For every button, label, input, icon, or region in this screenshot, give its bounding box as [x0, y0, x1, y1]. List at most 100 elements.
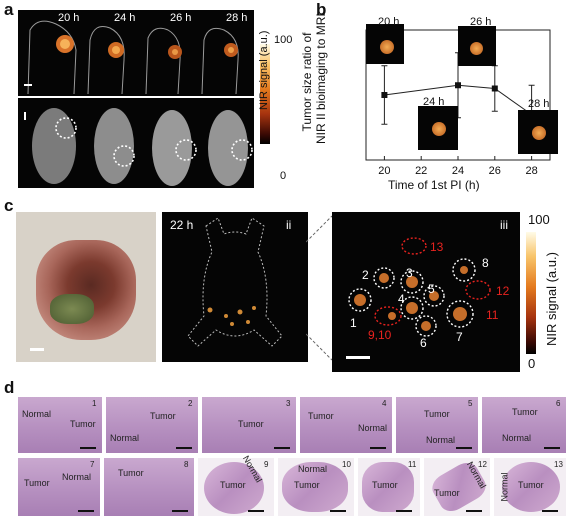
inset-image	[418, 106, 458, 150]
inset-label: 28 h	[528, 98, 550, 110]
subpanel-iii-label: iii	[500, 218, 508, 232]
tissue-section	[362, 462, 414, 512]
section-number: 7	[90, 460, 95, 469]
inset-tumor-signal	[380, 40, 394, 54]
timepoint-label: 28 h	[226, 12, 248, 24]
timepoint-label: 20 h	[58, 12, 80, 24]
scale-bar	[544, 447, 560, 449]
histology-image: Tumor 11	[358, 458, 420, 516]
inset-label: 26 h	[470, 16, 492, 28]
ylabel-line2: NIR II bioimaging to MRI	[314, 13, 328, 144]
mouse-outline-ii	[187, 217, 283, 347]
histology-label: Tumor	[70, 419, 96, 429]
scale-bar	[248, 510, 264, 512]
panel-a-nir-row: 20 h 24 h 26 h 28 h	[18, 10, 254, 96]
histology-label: Tumor	[118, 468, 144, 478]
time-label: 22 h	[170, 218, 194, 232]
histology-image: Tumor Normal 5	[396, 397, 478, 453]
inset-image	[366, 24, 404, 64]
tumor-number: 6	[420, 336, 427, 350]
section-number: 4	[382, 399, 387, 408]
tumor-number-red: 12	[496, 284, 510, 298]
inset-tumor-signal	[432, 122, 446, 136]
histology-image: Tumor Normal 10	[278, 458, 354, 516]
histology-label: Tumor	[372, 480, 398, 490]
histology-label: Tumor	[24, 478, 50, 488]
x-tick-label: 22	[415, 165, 427, 177]
histology-label: Tumor	[518, 480, 544, 490]
histology-image: Tumor Normal 12	[424, 458, 491, 516]
scale-bar	[466, 510, 482, 512]
tissue-section	[502, 462, 560, 512]
colorbar-label: NIR signal (a.u.)	[544, 252, 559, 346]
histology-image: Tumor Normal 6	[482, 397, 566, 453]
mri-images	[32, 108, 253, 186]
x-tick-label: 20	[378, 165, 390, 177]
zoom-connector-lines	[306, 215, 333, 361]
panel-b-letter: b	[316, 0, 327, 19]
tumor-number: 5	[428, 282, 435, 296]
tumor-number: 1	[350, 316, 357, 330]
inset-tumor-signal	[470, 42, 483, 55]
scale-bar	[274, 447, 290, 449]
histology-label: Tumor	[294, 480, 320, 490]
histology-image: Tumor Normal 9	[198, 454, 274, 516]
ylabel-line1: Tumor size ratio of	[300, 32, 314, 132]
panel-b-ylabel: Tumor size ratio of NIR II bioimaging to…	[300, 13, 328, 144]
histology-image: Tumor Normal 13	[494, 458, 566, 516]
section-number: 11	[408, 460, 417, 469]
tumor-signals	[56, 35, 238, 59]
x-tick-label: 26	[489, 165, 501, 177]
inset-image	[518, 110, 558, 154]
panel-a-mri-row	[18, 98, 254, 188]
histology-label: Normal	[298, 464, 328, 474]
tumor-number: 7	[456, 330, 463, 344]
scale-bar	[78, 510, 94, 512]
section-number: 6	[556, 399, 561, 408]
histology-image: Tumor Normal 2	[106, 397, 198, 453]
tumor-number-red: 11	[486, 308, 499, 322]
data-point	[491, 85, 498, 92]
tissue-section	[282, 462, 348, 512]
scale-bar	[30, 348, 44, 351]
colorbar-min-label: 0	[528, 356, 536, 371]
data-point	[381, 92, 388, 98]
timepoint-label: 26 h	[170, 12, 192, 24]
section-number: 1	[92, 399, 97, 408]
section-number: 9	[264, 460, 269, 469]
subpanel-ii-label: ii	[286, 218, 292, 232]
tumor-number: 4	[398, 292, 405, 306]
scale-bar	[24, 112, 26, 120]
tumor-roi-circles	[55, 117, 253, 167]
section-number: 12	[478, 460, 487, 469]
histology-image: Tumor 3	[202, 397, 296, 453]
section-number: 2	[188, 399, 193, 408]
histology-label: Normal	[358, 423, 388, 433]
tumor-rois	[348, 237, 491, 337]
scale-bar	[176, 447, 192, 449]
histology-label: Tumor	[512, 407, 538, 417]
scale-bar	[346, 356, 370, 359]
histology-label: Normal	[62, 472, 92, 482]
section-number: 10	[342, 460, 351, 469]
histology-label: Normal	[22, 409, 52, 419]
histology-label: Normal	[426, 435, 456, 445]
section-number: 8	[184, 460, 189, 469]
mouse-body	[36, 240, 136, 340]
histology-label: Tumor	[424, 409, 450, 419]
panel-a-letter: a	[4, 0, 14, 19]
histology-label: Tumor	[308, 411, 334, 421]
scale-bar	[396, 510, 412, 512]
inset-label: 20 h	[378, 16, 400, 28]
series-line	[384, 84, 532, 115]
histology-image: Normal Tumor 1	[18, 397, 102, 453]
dissected-mouse-photo	[16, 212, 156, 362]
scale-bar	[456, 447, 472, 449]
tumor-number: 2	[362, 268, 369, 282]
colorbar-min-label: 0	[280, 170, 287, 182]
histology-label: Tumor	[434, 488, 460, 498]
inset-label: 24 h	[423, 96, 445, 108]
histology-image: Tumor Normal 7	[18, 458, 100, 516]
data-point	[455, 82, 461, 89]
tumor-number: 3	[406, 266, 413, 280]
